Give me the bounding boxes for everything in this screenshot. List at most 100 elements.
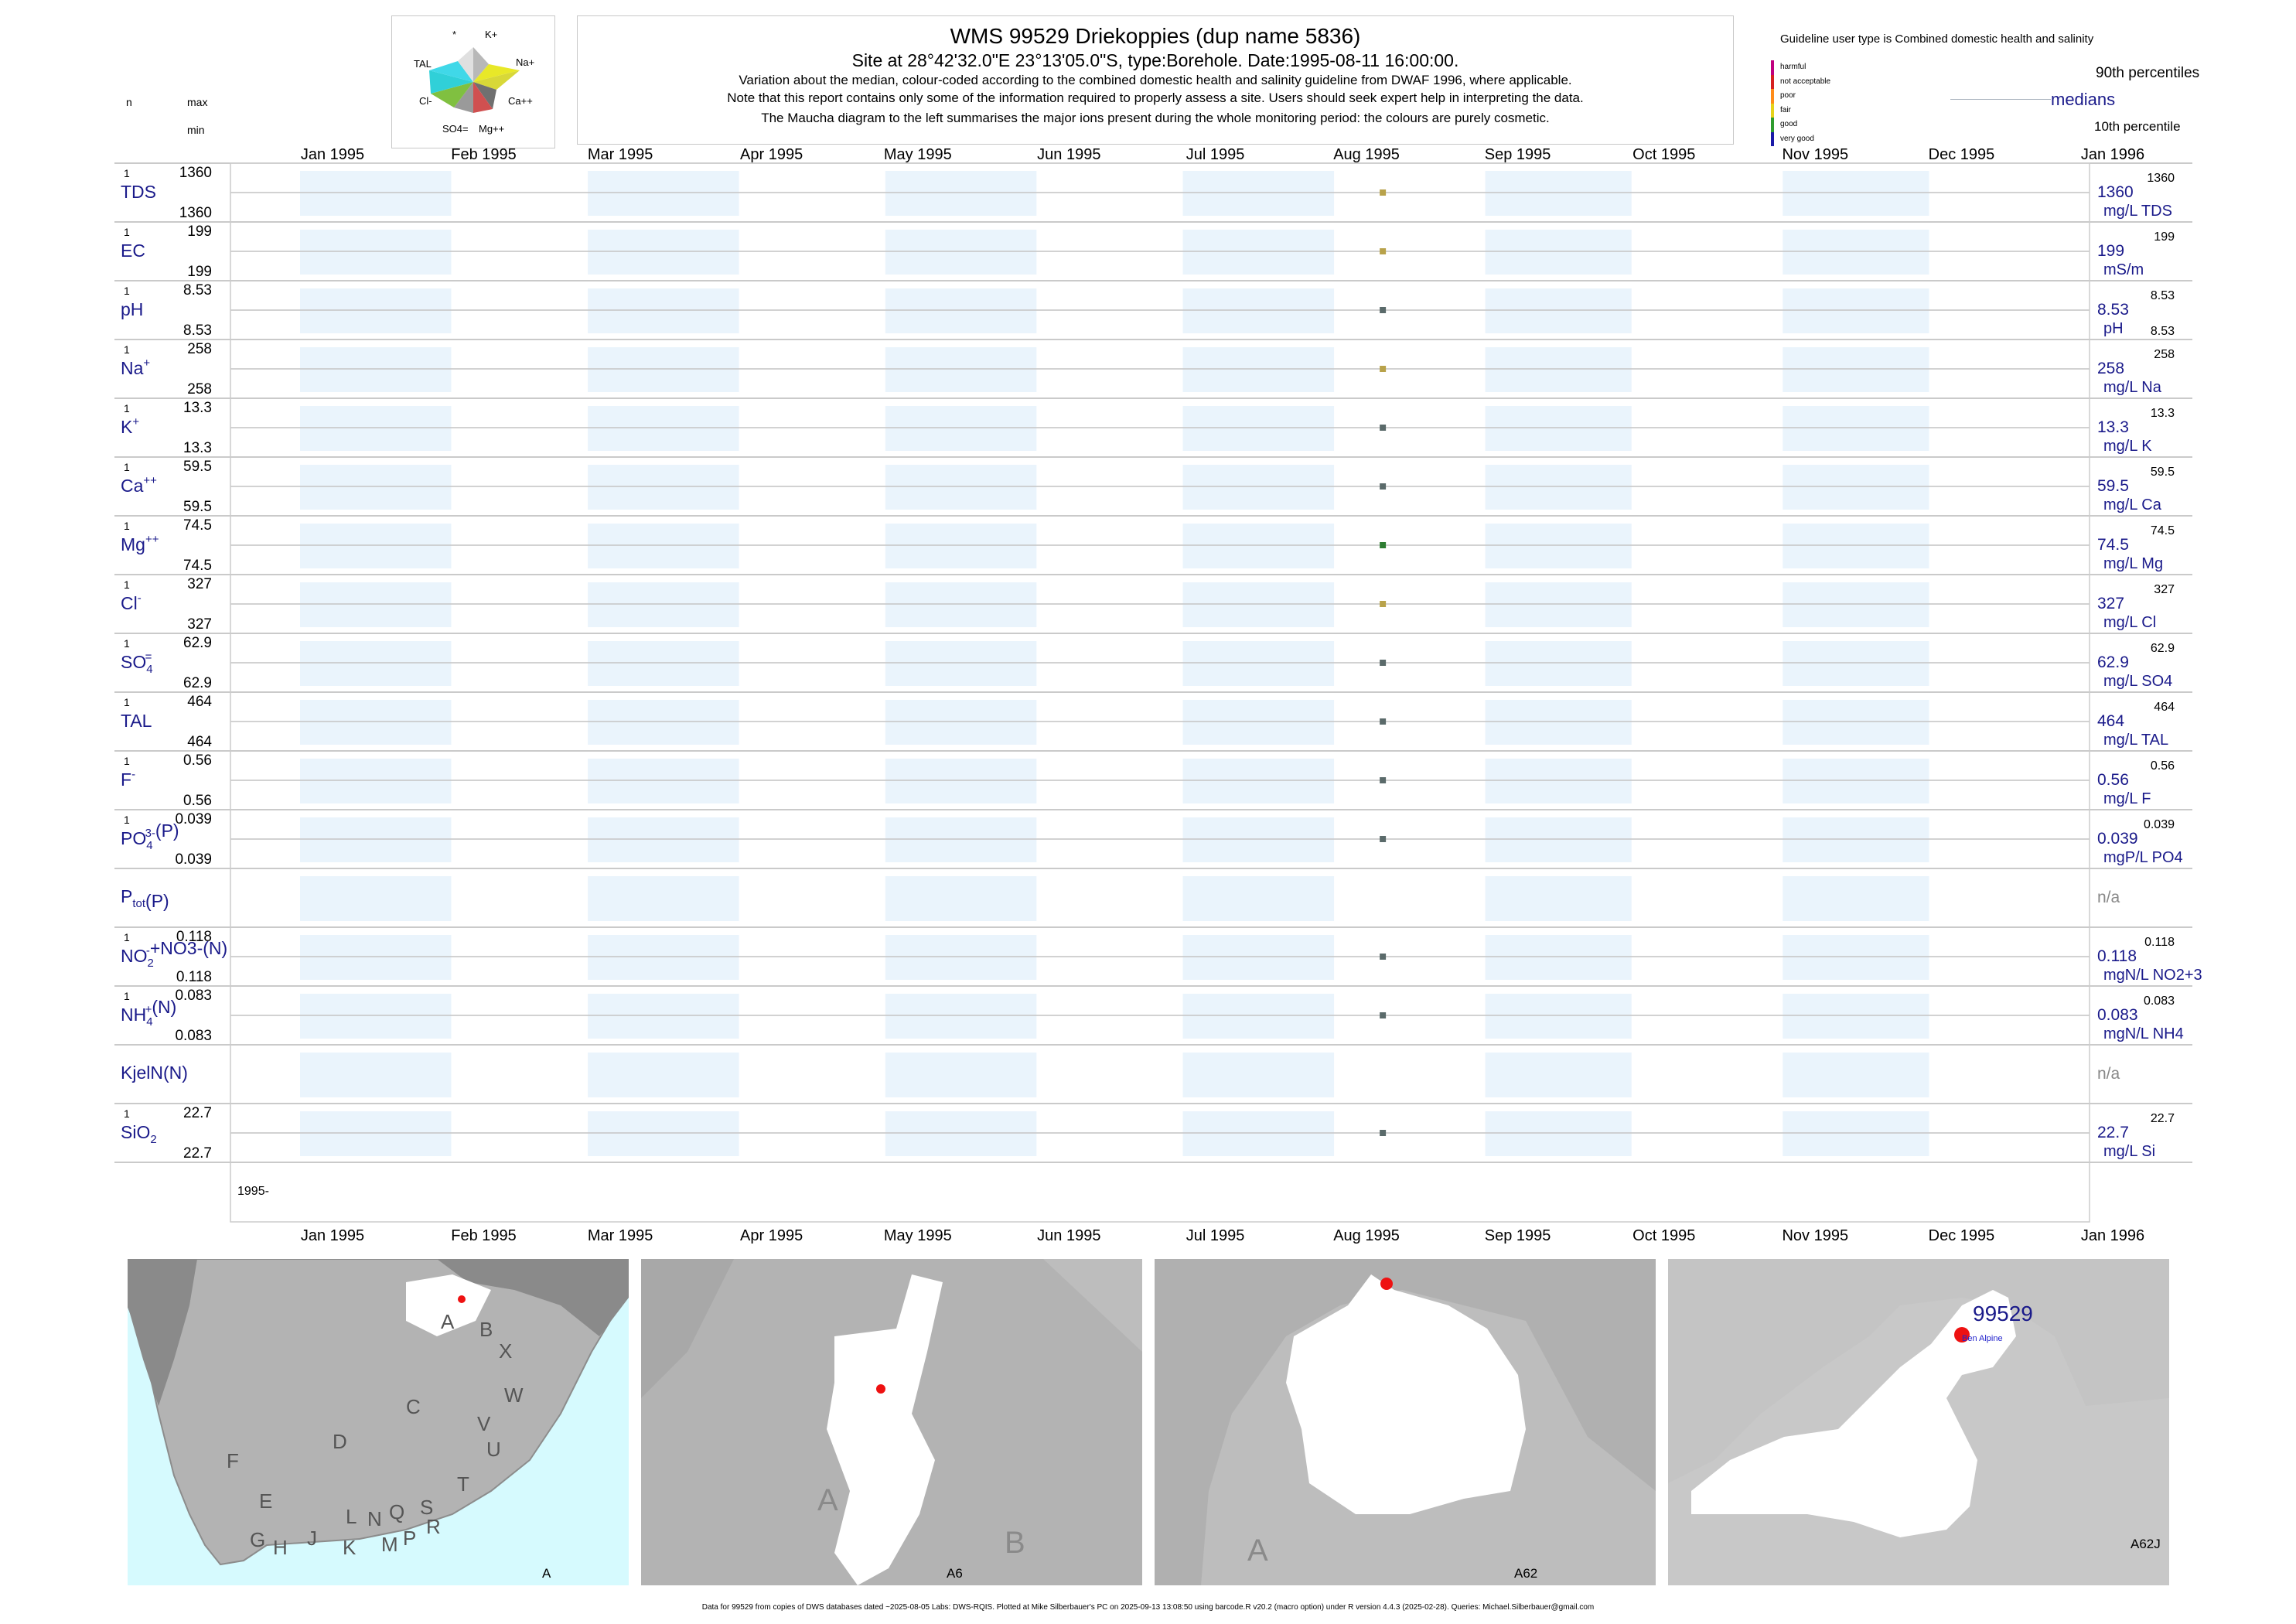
month-shade bbox=[588, 1053, 739, 1097]
sample-count: 1 bbox=[124, 696, 130, 708]
month-shade bbox=[588, 876, 739, 921]
sample-count: 1 bbox=[124, 343, 130, 356]
legend-class: fair bbox=[1771, 103, 1864, 118]
legend-class: poor bbox=[1771, 89, 1864, 104]
month-shade bbox=[300, 1111, 452, 1156]
maucha-star: * K+ TAL Na+ Cl- Ca++ SO4= Mg++ bbox=[414, 29, 534, 135]
month-shade bbox=[885, 759, 1037, 803]
month-shade bbox=[300, 347, 452, 392]
month-shade bbox=[1783, 817, 1929, 862]
month-shade bbox=[1485, 994, 1632, 1039]
map-letter: B bbox=[479, 1318, 493, 1341]
map-letter: U bbox=[486, 1438, 501, 1461]
month-shade bbox=[1182, 641, 1335, 686]
maucha-label: Mg++ bbox=[479, 123, 504, 135]
parameter-label: F- bbox=[121, 768, 135, 790]
data-point bbox=[1380, 718, 1387, 725]
unit-label: mgN/L NO2+3 bbox=[2103, 967, 2202, 984]
month-shade bbox=[588, 700, 739, 745]
month-shade bbox=[1485, 641, 1632, 686]
month-shade bbox=[1485, 759, 1632, 803]
x-tick-label-bottom: Feb 1995 bbox=[451, 1227, 517, 1244]
map-label: A62J bbox=[2131, 1537, 2161, 1551]
neighbour-country-north bbox=[437, 1259, 629, 1336]
max-value: 1360 bbox=[179, 165, 212, 181]
sample-count: 1 bbox=[124, 226, 130, 238]
x-tick-label-bottom: May 1995 bbox=[884, 1227, 952, 1244]
min-value: 464 bbox=[187, 734, 212, 750]
sample-count: 1 bbox=[124, 755, 130, 767]
unit-label: mg/L K bbox=[2103, 438, 2152, 455]
month-shade bbox=[1182, 1111, 1335, 1156]
site-marker bbox=[1380, 1278, 1393, 1290]
max-value: 0.118 bbox=[176, 929, 212, 945]
month-shade bbox=[1182, 994, 1335, 1039]
median-value: 464 bbox=[2097, 712, 2124, 730]
month-shade bbox=[300, 524, 452, 568]
parameter-name: SO4= bbox=[121, 650, 153, 676]
map-letter: L bbox=[346, 1505, 357, 1528]
parameter-label: Ptot(P) bbox=[121, 886, 169, 911]
right-max-value: 74.5 bbox=[2151, 524, 2175, 537]
max-value: 22.7 bbox=[183, 1105, 212, 1121]
median-value: 22.7 bbox=[2097, 1124, 2129, 1141]
map-letter: V bbox=[477, 1412, 491, 1435]
map-letter: B bbox=[1005, 1526, 1025, 1560]
month-shade bbox=[300, 582, 452, 627]
map-label: A62 bbox=[1514, 1566, 1537, 1581]
min-value: 0.083 bbox=[175, 1028, 212, 1044]
map-label: A bbox=[542, 1566, 551, 1581]
parameter-name: PO43-(P) bbox=[121, 821, 179, 852]
month-shade bbox=[885, 1053, 1037, 1097]
map-label: A6 bbox=[947, 1566, 963, 1581]
month-shade bbox=[588, 171, 739, 216]
legend-class: harmful bbox=[1771, 60, 1864, 75]
month-shade bbox=[588, 994, 739, 1039]
month-shade bbox=[1182, 347, 1335, 392]
sample-count: 1 bbox=[124, 637, 130, 650]
legend-color-bar bbox=[1771, 60, 1774, 75]
median-value: n/a bbox=[2097, 889, 2120, 906]
month-shade bbox=[1182, 759, 1335, 803]
x-tick-label-top: Feb 1995 bbox=[451, 146, 517, 163]
median-value: 258 bbox=[2097, 360, 2124, 377]
month-shade bbox=[1182, 406, 1335, 451]
parameter-label: Mg++ bbox=[121, 533, 159, 554]
month-shade bbox=[1182, 288, 1335, 333]
x-tick-label-top: Sep 1995 bbox=[1485, 146, 1551, 163]
min-value: 258 bbox=[187, 381, 212, 397]
right-max-value: 258 bbox=[2154, 348, 2175, 361]
month-shade bbox=[588, 1111, 739, 1156]
page-title: WMS 99529 Driekoppies (dup name 5836) bbox=[950, 24, 1361, 48]
parameter-label: K+ bbox=[121, 415, 139, 437]
maucha-label: * bbox=[452, 29, 456, 40]
maucha-label: TAL bbox=[414, 58, 432, 70]
month-shade bbox=[1783, 465, 1929, 510]
x-tick-label-bottom: Oct 1995 bbox=[1632, 1227, 1695, 1244]
right-max-value: 464 bbox=[2154, 701, 2175, 714]
parameter-label: SO4= bbox=[121, 650, 153, 676]
month-shade bbox=[1783, 347, 1929, 392]
x-tick-label-top: Dec 1995 bbox=[1929, 146, 1995, 163]
maucha-mg-segment bbox=[473, 82, 493, 113]
parameter-name: KjelN(N) bbox=[121, 1063, 188, 1083]
data-point bbox=[1380, 248, 1387, 254]
axis-layer: Jan 1995 Jan 1995 Feb 1995 Feb 1995 Mar 1995… bbox=[230, 146, 2144, 1244]
map-letter: R bbox=[426, 1515, 441, 1538]
tertiary-catchment-highlight bbox=[1286, 1274, 1526, 1514]
month-shade bbox=[588, 641, 739, 686]
max-value: 59.5 bbox=[183, 459, 212, 475]
maucha-tal-segment bbox=[429, 70, 473, 94]
max-value: 0.56 bbox=[183, 752, 212, 769]
max-value: 464 bbox=[187, 694, 212, 710]
month-shade bbox=[1485, 1111, 1632, 1156]
month-shade bbox=[300, 759, 452, 803]
map-letter: Q bbox=[389, 1500, 404, 1523]
parameter-name: EC bbox=[121, 241, 145, 261]
month-shade bbox=[885, 1111, 1037, 1156]
legend-color-bar bbox=[1771, 89, 1774, 104]
page-subtitle: Site at 28°42'32.0"E 23°13'05.0"S, type:… bbox=[851, 50, 1459, 70]
max-value: 62.9 bbox=[183, 635, 212, 651]
p10-label: 10th percentile bbox=[2094, 119, 2181, 134]
min-value: 0.118 bbox=[176, 969, 212, 985]
